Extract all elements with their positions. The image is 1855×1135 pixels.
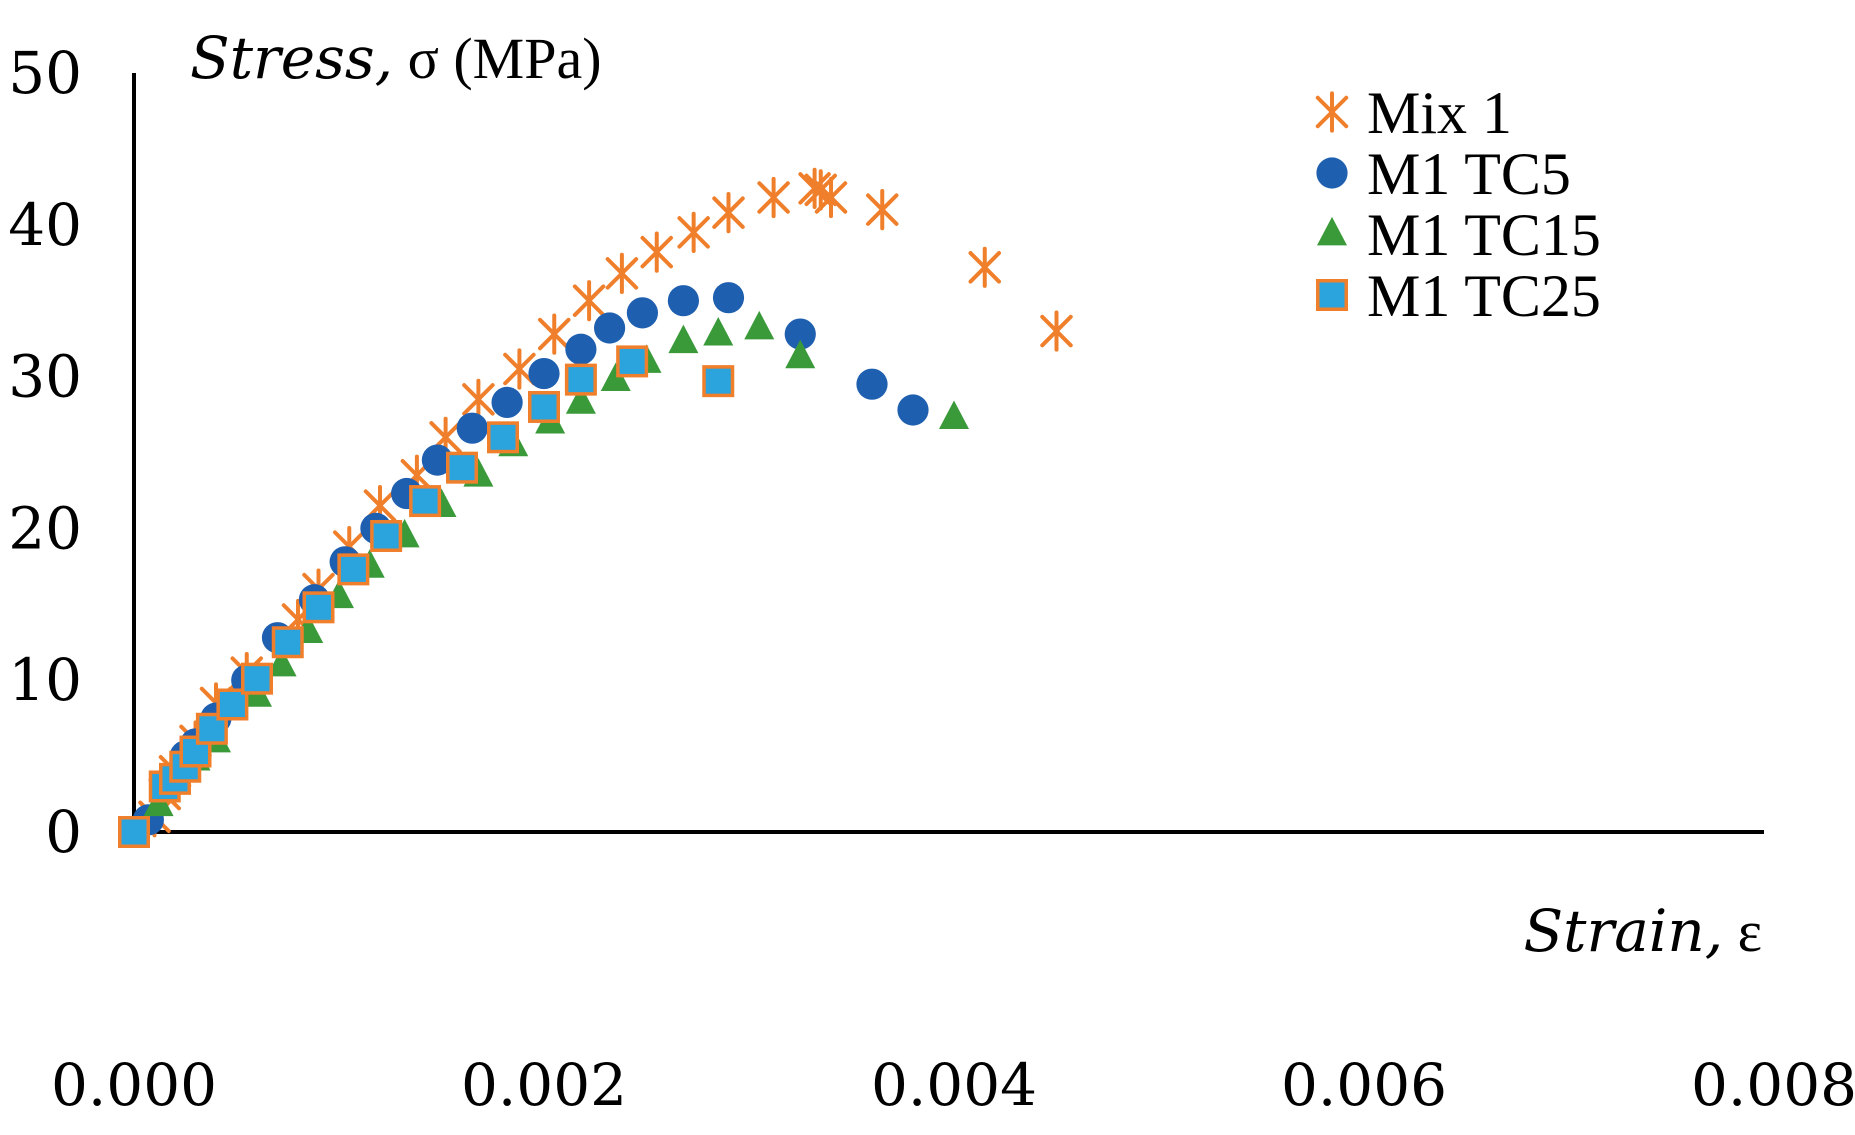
data-point [784, 318, 816, 350]
y-tick-labels: 0 10 20 30 40 50 [8, 39, 82, 866]
data-point [785, 339, 816, 369]
data-point [640, 231, 673, 273]
data-point [757, 176, 790, 219]
legend-label: Mix 1 [1367, 80, 1512, 146]
legend-marker [1316, 157, 1348, 189]
y-tick-label: 40 [8, 191, 82, 259]
data-point [370, 519, 403, 552]
legend-marker [1315, 91, 1349, 133]
y-axis-title-italic: Stress, [190, 24, 393, 92]
data-point [668, 324, 699, 354]
data-point [572, 280, 606, 322]
x-tick-label: 0.008 [1691, 1051, 1855, 1119]
data-point [565, 385, 596, 414]
data-point [798, 167, 831, 209]
data-point [538, 313, 571, 355]
data-point [968, 246, 1001, 288]
data-point [241, 662, 273, 695]
x-tick-label: 0.000 [51, 1051, 217, 1119]
y-axis-title-unit: (MPa) [453, 26, 601, 91]
legend-label: M1 TC15 [1367, 202, 1601, 268]
data-point [528, 357, 560, 390]
data-point [1040, 310, 1073, 352]
data-point [266, 647, 297, 677]
y-tick-label: 20 [8, 494, 82, 562]
x-axis-title-italic: Strain, [1523, 897, 1723, 965]
data-point [594, 312, 626, 344]
y-axis-title: Stress, σ (MPa) [190, 24, 602, 92]
data-point [456, 412, 488, 444]
data-point [605, 252, 639, 294]
x-tick-labels: 0.000 0.002 0.004 0.006 0.008 [51, 1051, 1855, 1119]
x-tick-label: 0.004 [871, 1051, 1037, 1119]
y-axis-title-symbol: σ [408, 26, 439, 91]
data-point [216, 688, 249, 721]
data-point [856, 368, 888, 400]
y-tick-label: 30 [8, 343, 82, 411]
x-axis-title-symbol: ε [1738, 899, 1762, 964]
data-point [337, 553, 370, 586]
legend-entry: M1 TC25 [1316, 263, 1601, 329]
data-point [702, 365, 735, 398]
data-point [712, 282, 745, 314]
series-mix-1 [138, 167, 1073, 838]
axes [132, 73, 1764, 834]
data-point [897, 394, 929, 426]
legend-label: M1 TC5 [1367, 141, 1571, 207]
y-tick-label: 10 [8, 646, 82, 714]
data-point [409, 485, 442, 518]
data-point [446, 451, 478, 484]
legend-label: M1 TC25 [1367, 263, 1601, 329]
legend-marker [1317, 216, 1347, 246]
data-point [600, 362, 631, 392]
series-m1-tc15 [143, 310, 969, 817]
y-tick-label: 0 [45, 798, 82, 866]
x-axis-title: Strain, ε [1523, 897, 1762, 965]
data-point [616, 345, 649, 378]
data-point [528, 390, 560, 423]
data-point [939, 400, 969, 429]
data-point [302, 591, 335, 624]
legend-entry: M1 TC5 [1316, 141, 1571, 207]
legend-entry: Mix 1 [1315, 80, 1512, 146]
legend-entry: M1 TC15 [1317, 202, 1601, 268]
data-point [421, 444, 453, 476]
data-point [712, 192, 745, 234]
data-point [677, 211, 710, 253]
x-tick-label: 0.002 [461, 1051, 627, 1119]
series-m1-tc25 [118, 345, 735, 848]
data-point [118, 816, 150, 848]
data-point [814, 176, 848, 219]
data-point [667, 285, 700, 317]
data-points [118, 167, 1073, 848]
data-point [491, 386, 523, 419]
data-point [626, 297, 659, 329]
data-point [703, 316, 734, 346]
data-point [564, 363, 597, 396]
data-point [462, 378, 495, 420]
data-point [271, 626, 304, 659]
x-tick-label: 0.006 [1281, 1051, 1447, 1119]
legend-marker [1316, 279, 1348, 311]
data-point [565, 333, 597, 365]
data-point [744, 310, 775, 340]
data-point [866, 189, 899, 231]
y-tick-label: 50 [8, 39, 82, 107]
data-point [503, 348, 536, 390]
data-point [487, 421, 519, 454]
